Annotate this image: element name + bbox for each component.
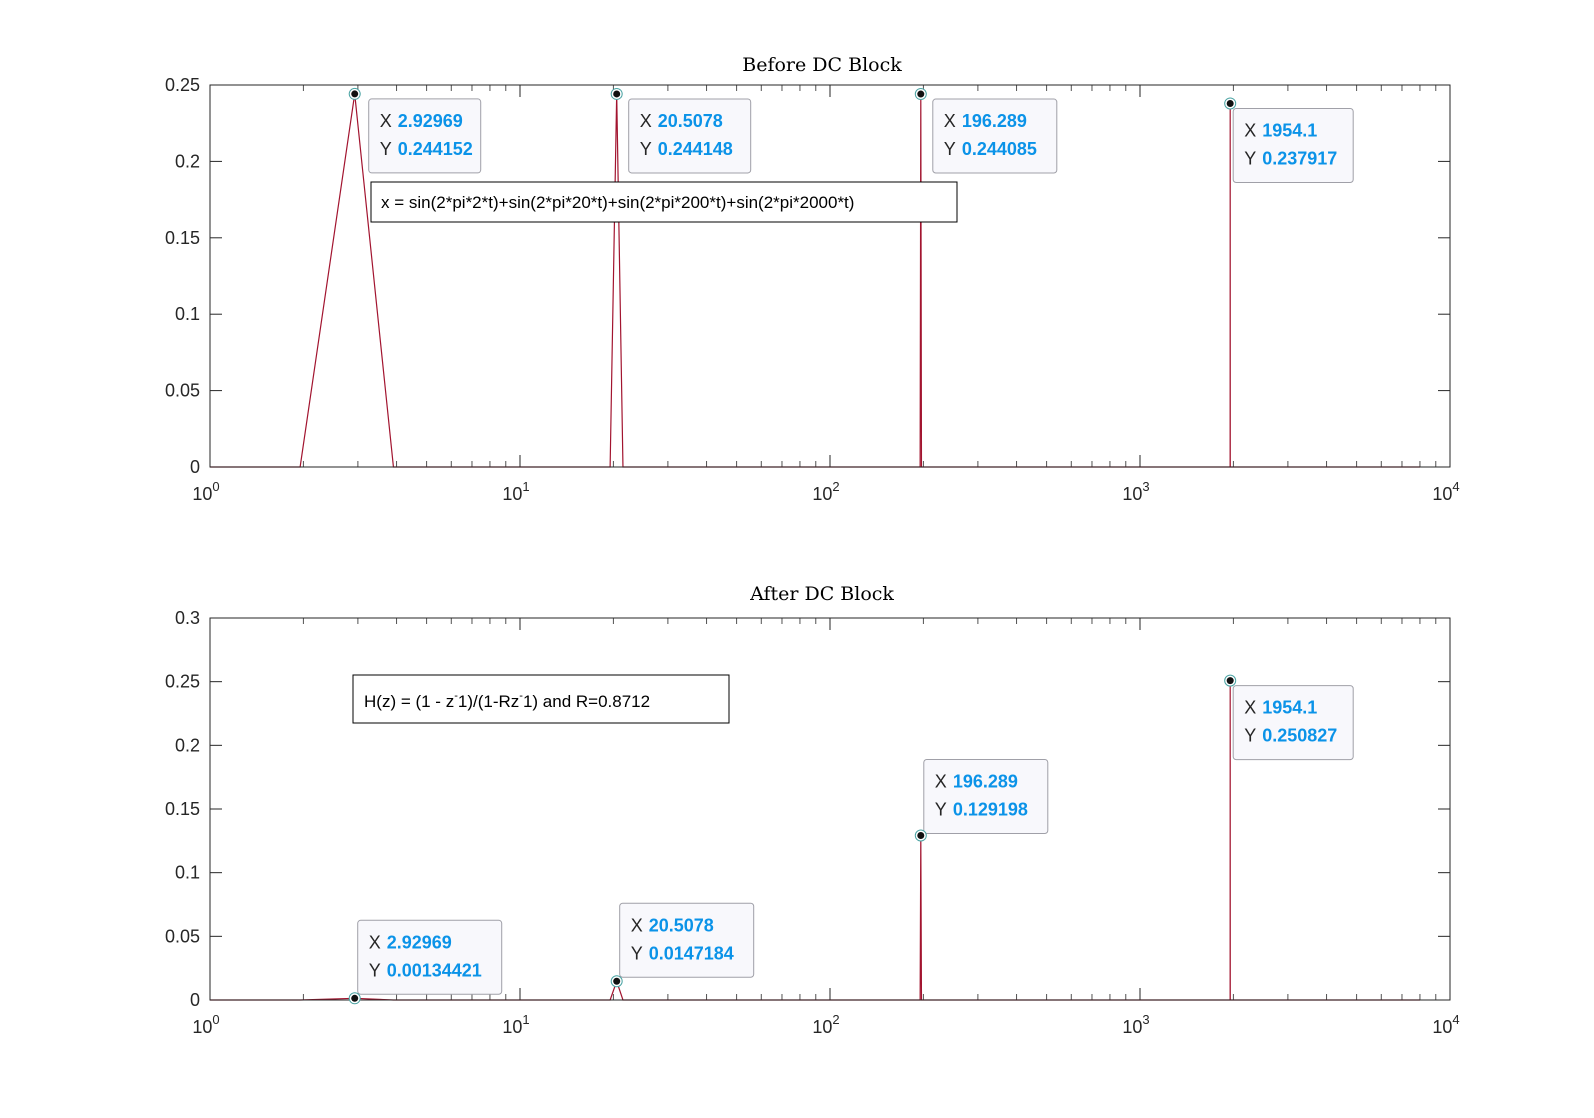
chart-before-dc-block: Before DC Block 0 0.05 0.1 0.15 0.2 0.25 100 10… [165, 54, 1460, 504]
annotation-text: H(z) = (1 - z-1)/(1-Rz-1) and R=0.8712 [364, 690, 650, 711]
x-tick-label: 100 [192, 479, 219, 504]
y-tick-label: 0 [190, 457, 200, 477]
axes-box [209, 84, 1451, 468]
datatip-marker [917, 90, 925, 98]
datatip[interactable]: X 196.289 Y 0.129198 [914, 758, 1049, 842]
annotation-box[interactable]: H(z) = (1 - z-1)/(1-Rz-1) and R=0.8712 [352, 674, 730, 724]
y-tick-label: 0.2 [175, 735, 200, 755]
datatip-box [619, 902, 755, 978]
datatips: X 2.92969 Y 0.244152 X 20.5078 Y 0.244148 X 196.2… [348, 87, 1354, 183]
datatip-x: X 196.289 [935, 771, 1018, 791]
datatip-x: X 2.92969 [380, 111, 463, 131]
datatip[interactable]: X 20.5078 Y 0.244148 [610, 87, 752, 174]
x-tick-label: 103 [1122, 479, 1149, 504]
datatip-box [1232, 685, 1354, 761]
annotation-box[interactable]: x = sin(2*pi*2*t)+sin(2*pi*20*t)+sin(2*p… [370, 181, 958, 223]
datatip-marker [351, 994, 359, 1002]
datatip-x: X 20.5078 [631, 915, 714, 935]
datatip-box [368, 98, 482, 174]
y-tick-label: 0.3 [175, 608, 200, 628]
datatip-y: Y 0.244152 [380, 139, 473, 159]
datatip-y: Y 0.244148 [640, 139, 733, 159]
datatip[interactable]: X 196.289 Y 0.244085 [914, 88, 1058, 174]
y-tick-label: 0.1 [175, 304, 200, 324]
annotation-text: x = sin(2*pi*2*t)+sin(2*pi*20*t)+sin(2*p… [381, 193, 854, 212]
y-tick-label: 0.15 [165, 799, 200, 819]
tick-labels: 0 0.05 0.1 0.15 0.2 0.25 0.3 100 101 102 103 104 [165, 608, 1460, 1037]
y-tick-label: 0.05 [165, 926, 200, 946]
chart-title: After DC Block [749, 583, 894, 605]
chart-after-dc-block: After DC Block 0 0.05 0.1 0.15 0.2 0.25 0.3 100… [165, 583, 1460, 1037]
datatip[interactable]: X 20.5078 Y 0.0147184 [610, 902, 755, 988]
y-tick-label: 0.05 [165, 381, 200, 401]
axes-box [209, 617, 1451, 1001]
x-tick-label: 102 [812, 479, 839, 504]
datatip-box [923, 758, 1049, 834]
datatip[interactable]: X 2.92969 Y 0.244152 [348, 87, 482, 174]
datatip-marker [1226, 99, 1234, 107]
y-tick-label: 0 [190, 990, 200, 1010]
datatips: X 2.92969 Y 0.00134421 X 20.5078 Y 0.0147184 X 19… [348, 674, 1354, 1005]
x-tick-label: 102 [812, 1012, 839, 1037]
datatip-marker [613, 90, 621, 98]
datatip-marker [917, 831, 925, 839]
datatip-marker [1226, 677, 1234, 685]
x-tick-label: 103 [1122, 1012, 1149, 1037]
chart-title: Before DC Block [742, 54, 902, 76]
datatip-marker [351, 90, 359, 98]
datatip-y: Y 0.00134421 [369, 960, 482, 980]
datatip-x: X 2.92969 [369, 932, 452, 952]
datatip[interactable]: X 1954.1 Y 0.250827 [1224, 674, 1354, 761]
datatip[interactable]: X 1954.1 Y 0.237917 [1224, 97, 1354, 183]
datatip-x: X 20.5078 [640, 111, 723, 131]
datatip-box [357, 919, 503, 995]
x-tick-label: 104 [1432, 1012, 1459, 1037]
x-tick-label: 101 [502, 479, 529, 504]
datatip-box [1232, 107, 1354, 183]
datatip-y: Y 0.237917 [1244, 148, 1337, 168]
datatip-marker [613, 977, 621, 985]
datatip-box [628, 98, 752, 174]
y-tick-label: 0.2 [175, 151, 200, 171]
datatip-x: X 1954.1 [1244, 698, 1317, 718]
datatip-y: Y 0.250827 [1244, 726, 1337, 746]
datatip-x: X 196.289 [944, 111, 1027, 131]
y-tick-label: 0.25 [165, 672, 200, 692]
datatip-y: Y 0.244085 [944, 139, 1037, 159]
datatip-x: X 1954.1 [1244, 120, 1317, 140]
datatip-y: Y 0.129198 [935, 799, 1028, 819]
x-tick-label: 100 [192, 1012, 219, 1037]
x-tick-label: 104 [1432, 479, 1459, 504]
datatip[interactable]: X 2.92969 Y 0.00134421 [348, 919, 503, 1005]
tick-labels: 0 0.05 0.1 0.15 0.2 0.25 100 101 102 103 104 [165, 75, 1460, 504]
datatip-y: Y 0.0147184 [631, 943, 734, 963]
datatip-box [932, 98, 1058, 174]
x-tick-label: 101 [502, 1012, 529, 1037]
y-tick-label: 0.1 [175, 863, 200, 883]
y-tick-label: 0.25 [165, 75, 200, 95]
y-tick-label: 0.15 [165, 228, 200, 248]
